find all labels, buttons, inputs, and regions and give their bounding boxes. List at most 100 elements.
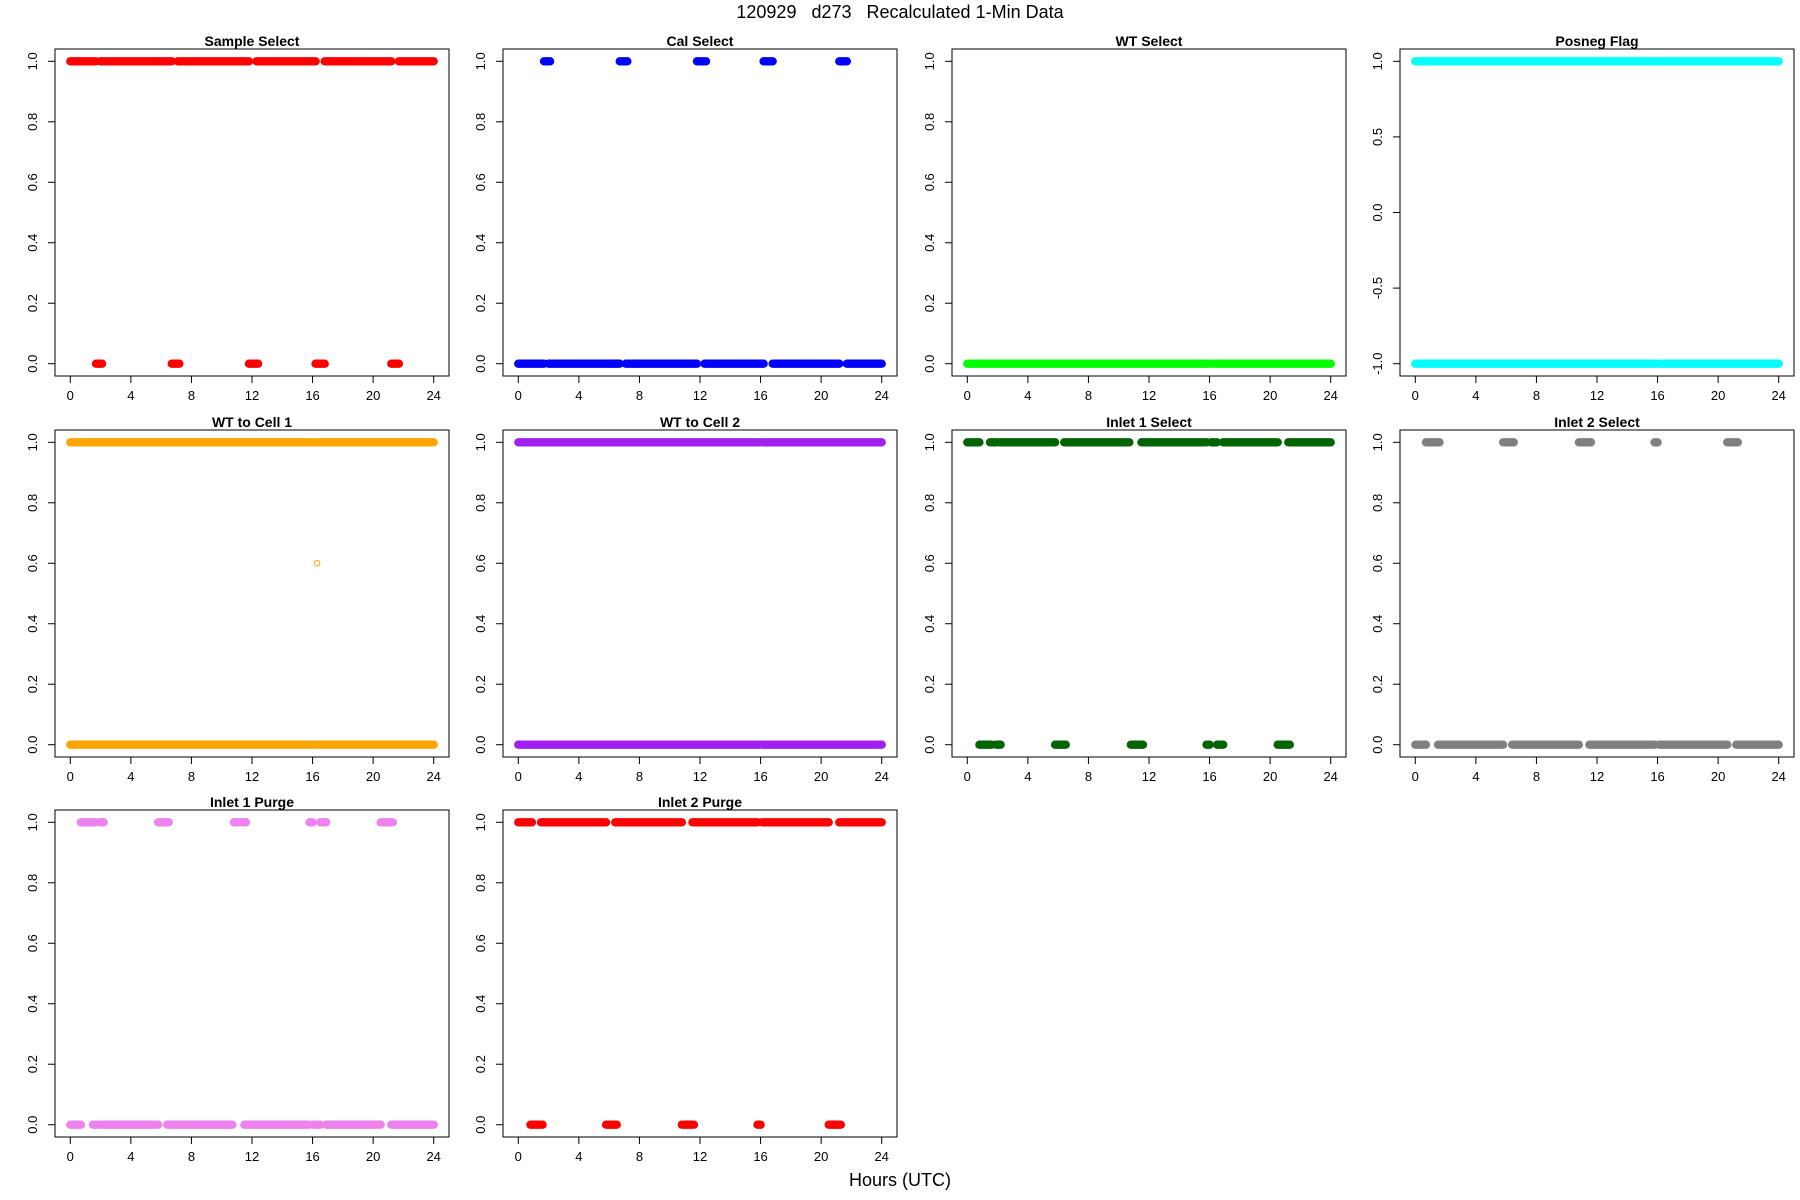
data-run (975, 740, 996, 749)
plot-frame (54, 429, 450, 758)
data-run (824, 1120, 846, 1129)
y-tick-label: 0.2 (25, 1055, 40, 1073)
x-tick-label: 0 (515, 388, 522, 403)
data-run (1654, 359, 1783, 368)
y-tick-label: -0.5 (1370, 277, 1385, 299)
data-run (173, 57, 254, 66)
data-run (311, 740, 438, 749)
y-tick-label: 0.6 (922, 173, 937, 191)
data-run (305, 818, 317, 827)
y-tick-label: 0.4 (25, 234, 40, 252)
data-run (1654, 57, 1783, 66)
plot-frame (951, 429, 1347, 758)
x-tick-label: 4 (127, 388, 134, 403)
data-run (677, 1120, 699, 1129)
data-run (700, 359, 768, 368)
y-tick-label: 0.4 (922, 615, 937, 633)
data-run (1206, 359, 1335, 368)
x-tick-label: 20 (1263, 769, 1277, 784)
y-tick-label: -1.0 (1370, 352, 1385, 374)
y-tick-label: 0.0 (922, 736, 937, 754)
plot-frame (502, 48, 898, 377)
x-tick-label: 8 (1085, 388, 1092, 403)
panel-title: WT to Cell 2 (660, 414, 740, 430)
data-run (1206, 438, 1222, 447)
x-tick-label: 24 (1323, 769, 1337, 784)
data-run (994, 438, 1060, 447)
y-tick-label: 1.0 (922, 433, 937, 451)
data-run (1218, 438, 1282, 447)
data-run (688, 818, 762, 827)
x-tick-label: 4 (1024, 388, 1031, 403)
data-run (91, 359, 107, 368)
x-tick-label: 16 (1650, 388, 1664, 403)
x-tick-label: 4 (1024, 769, 1031, 784)
data-run (539, 57, 555, 66)
y-tick-label: 0.0 (473, 1116, 488, 1134)
x-tick-label: 20 (1263, 388, 1277, 403)
data-run (96, 57, 176, 66)
data-run (615, 57, 632, 66)
y-tick-label: 0.0 (25, 1116, 40, 1134)
y-tick-label: 0.0 (1370, 736, 1385, 754)
data-run (963, 438, 984, 447)
data-run (252, 57, 320, 66)
data-run (387, 1120, 438, 1129)
x-tick-label: 16 (305, 1149, 319, 1164)
x-tick-label: 8 (636, 769, 643, 784)
y-tick-label: 1.0 (473, 433, 488, 451)
panel-8: Inlet 1 Purge 0 4 8 12 16 20 24 0.0 0.2 0.4 0.6 0.8 1… (25, 794, 450, 1164)
y-tick-label: 0.8 (922, 494, 937, 512)
y-tick-label: 0.2 (25, 675, 40, 693)
x-tick-label: 12 (245, 1149, 259, 1164)
data-run (94, 818, 108, 827)
x-tick-label: 16 (305, 769, 319, 784)
x-tick-label: 4 (575, 769, 582, 784)
plot-frame (1399, 429, 1795, 758)
x-tick-label: 16 (1202, 388, 1216, 403)
x-tick-label: 8 (1533, 388, 1540, 403)
plot-frame (951, 48, 1347, 377)
data-run (66, 438, 317, 447)
x-tick-label: 24 (426, 769, 440, 784)
plot-frame (502, 809, 898, 1138)
data-run (611, 818, 687, 827)
x-tick-label: 20 (366, 1149, 380, 1164)
data-run (387, 359, 404, 368)
y-tick-label: 0.4 (473, 615, 488, 633)
panel-title: Inlet 2 Select (1554, 414, 1640, 430)
x-tick-label: 24 (874, 769, 888, 784)
data-run (1411, 359, 1661, 368)
data-run (1060, 438, 1134, 447)
panel-5: WT to Cell 2 0 4 8 12 16 20 24 0.0 0.2 0.4 0.6 0.8 1.… (473, 414, 898, 784)
x-tick-label: 8 (188, 769, 195, 784)
y-tick-label: 0.0 (1370, 203, 1385, 221)
y-tick-label: 0.0 (473, 736, 488, 754)
data-run (692, 57, 711, 66)
x-tick-label: 0 (67, 1149, 74, 1164)
x-tick-label: 8 (188, 388, 195, 403)
data-run (163, 1120, 237, 1129)
data-run (1411, 57, 1661, 66)
x-tick-label: 12 (245, 769, 259, 784)
x-tick-label: 8 (188, 1149, 195, 1164)
y-tick-label: 0.6 (473, 173, 488, 191)
data-run (240, 1120, 314, 1129)
x-tick-label: 16 (753, 769, 767, 784)
panel-title: Inlet 2 Purge (658, 794, 742, 810)
data-run (1202, 740, 1214, 749)
data-run (1273, 740, 1295, 749)
y-tick-label: 0.2 (473, 1055, 488, 1073)
x-tick-label: 0 (515, 769, 522, 784)
data-run (167, 359, 184, 368)
x-tick-label: 4 (1472, 769, 1479, 784)
x-tick-label: 16 (753, 1149, 767, 1164)
data-run (991, 740, 1005, 749)
data-run (394, 57, 438, 66)
y-tick-label: 1.0 (922, 52, 937, 70)
data-run (315, 818, 331, 827)
data-run (514, 359, 549, 368)
y-tick-label: 0.6 (25, 934, 40, 952)
y-tick-label: 0.8 (473, 874, 488, 892)
